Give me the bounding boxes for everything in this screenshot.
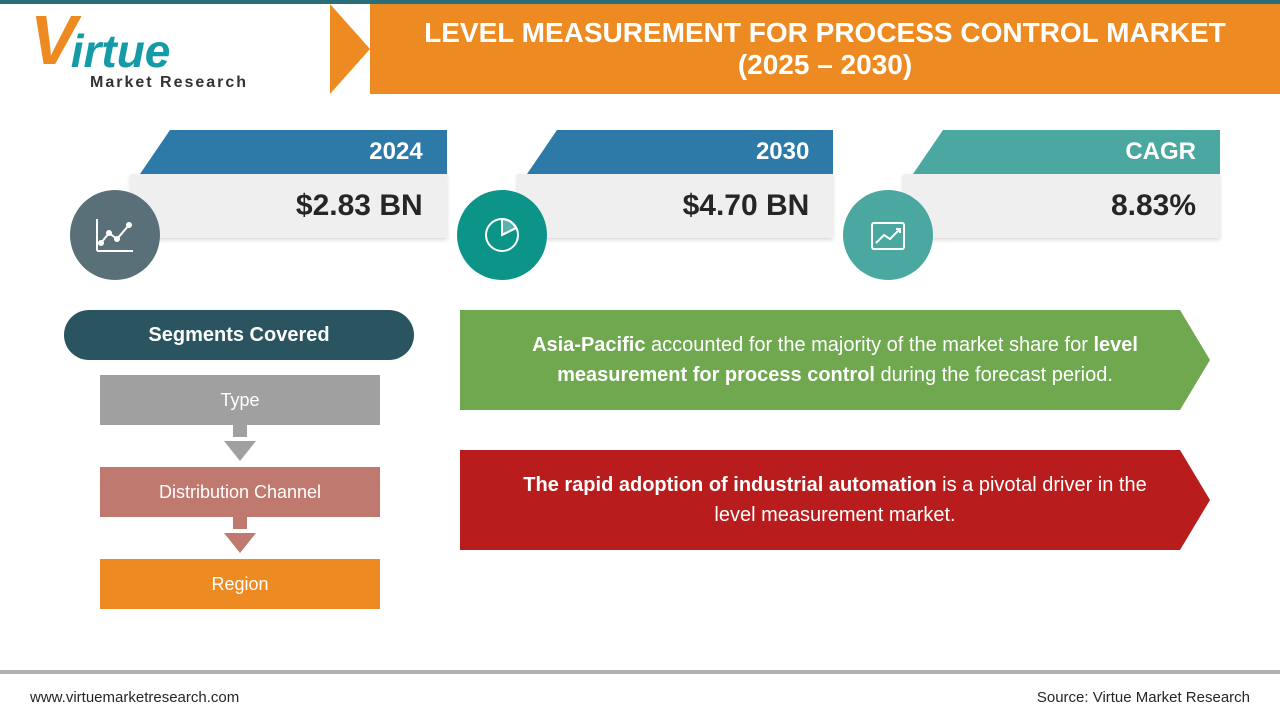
stat-card-cagr: CAGR 8.83%	[903, 130, 1220, 238]
header-title: LEVEL MEASUREMENT FOR PROCESS CONTROL MA…	[410, 17, 1240, 81]
flow-arrow-icon	[224, 533, 256, 553]
segments-header: Segments Covered	[64, 310, 414, 360]
insight-bold: The rapid adoption of industrial automat…	[523, 474, 936, 496]
header-banner: LEVEL MEASUREMENT FOR PROCESS CONTROL MA…	[370, 4, 1280, 94]
banner-chevron	[330, 4, 370, 94]
stat-tab: 2024	[170, 130, 447, 174]
stat-cards-row: 2024 $2.83 BN 2030 $4.70 BN CAGR 8.83%	[130, 130, 1220, 238]
flow-arrow-stem	[233, 517, 247, 529]
stat-value: $2.83 BN	[130, 174, 447, 238]
insight-text: during the forecast period.	[875, 364, 1113, 386]
segment-distribution: Distribution Channel	[100, 467, 380, 517]
logo-v: V	[30, 12, 77, 68]
stat-tab: CAGR	[943, 130, 1220, 174]
footer-url: www.virtuemarketresearch.com	[30, 689, 239, 706]
insight-green: Asia-Pacific accounted for the majority …	[460, 310, 1210, 410]
growth-chart-icon	[843, 190, 933, 280]
line-chart-icon	[70, 190, 160, 280]
insight-red: The rapid adoption of industrial automat…	[460, 450, 1210, 550]
segment-flow: Type Distribution Channel Region	[100, 375, 380, 609]
footer-source: Source: Virtue Market Research	[1037, 689, 1250, 706]
stat-value: $4.70 BN	[517, 174, 834, 238]
pie-chart-icon	[457, 190, 547, 280]
stat-tab: 2030	[557, 130, 834, 174]
flow-arrow-icon	[224, 441, 256, 461]
logo: Virtue Market Research	[30, 12, 320, 92]
logo-subtitle: Market Research	[90, 74, 320, 92]
segment-type: Type	[100, 375, 380, 425]
flow-arrow-stem	[233, 425, 247, 437]
stat-value: 8.83%	[903, 174, 1220, 238]
insight-text: accounted for the majority of the market…	[645, 334, 1093, 356]
footer-bar: www.virtuemarketresearch.com Source: Vir…	[0, 674, 1280, 720]
insight-bold: Asia-Pacific	[532, 334, 645, 356]
stat-card-2024: 2024 $2.83 BN	[130, 130, 447, 238]
segment-region: Region	[100, 559, 380, 609]
stat-card-2030: 2030 $4.70 BN	[517, 130, 834, 238]
logo-brand: irtue	[71, 24, 171, 78]
